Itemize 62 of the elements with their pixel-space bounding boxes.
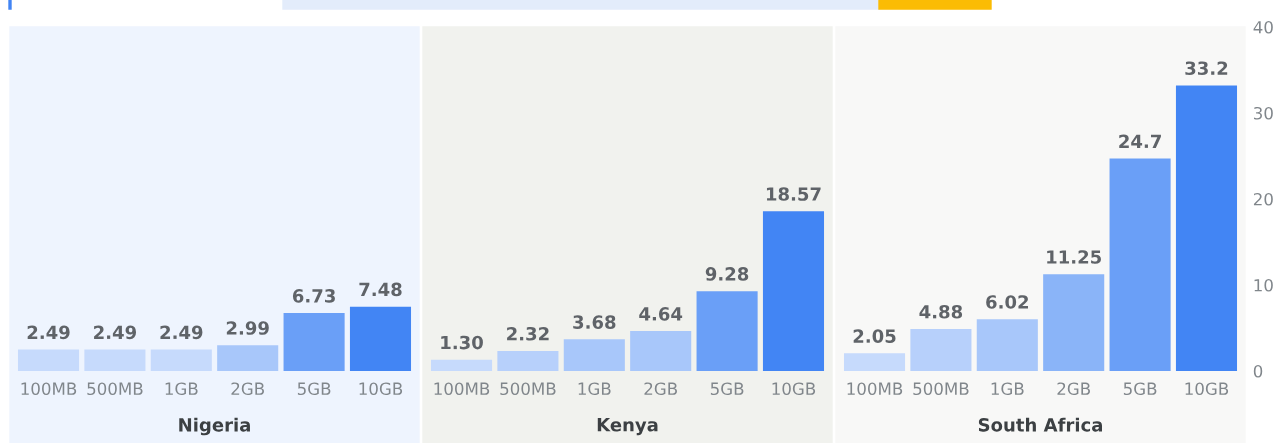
- x-tick-label: 1GB: [165, 382, 198, 396]
- bar: [150, 349, 212, 371]
- y-tick-label: 0: [1253, 364, 1263, 378]
- data-label: 4.64: [639, 307, 683, 321]
- data-label: 4.88: [919, 304, 963, 319]
- data-label: 2.05: [853, 329, 896, 343]
- x-tick-label: 500MB: [913, 382, 969, 396]
- x-axis-title: Kenya: [597, 418, 658, 436]
- bar: [563, 339, 625, 371]
- x-tick-label: 5GB: [297, 382, 331, 396]
- y-tick-label: 30: [1253, 106, 1273, 120]
- bar: [283, 313, 345, 371]
- x-tick-label: 2GB: [231, 382, 264, 396]
- x-tick-label: 100MB: [847, 382, 903, 396]
- x-tick-label: 5GB: [710, 382, 744, 396]
- data-label: 1.30: [441, 335, 483, 350]
- x-axis-title: Nigeria: [179, 417, 250, 436]
- data-label: 2.49: [27, 325, 70, 340]
- x-axis-title: South Africa: [978, 417, 1102, 432]
- bar: [497, 351, 559, 371]
- data-label: 7.48: [359, 282, 402, 297]
- data-label: 2.32: [507, 326, 549, 341]
- x-tick-label: 1GB: [578, 382, 611, 396]
- bar: [630, 331, 692, 371]
- data-label: 24.7: [1119, 134, 1161, 148]
- bar: [696, 291, 758, 371]
- x-tick-label: 500MB: [87, 382, 143, 396]
- y-tick-label: 10: [1254, 278, 1273, 292]
- y-tick-label: 40: [1253, 20, 1273, 34]
- data-label: 18.57: [766, 187, 821, 201]
- data-label: 11.25: [1047, 250, 1101, 264]
- x-tick-label: 2GB: [644, 382, 677, 396]
- data-label: 2.49: [94, 325, 137, 340]
- x-tick-label: 500MB: [500, 382, 556, 396]
- bar: [843, 353, 906, 371]
- bar: [17, 349, 80, 371]
- x-tick-label: 5GB: [1123, 382, 1157, 396]
- bar: [217, 345, 279, 371]
- data-label: 2.99: [226, 321, 269, 335]
- bar: [1175, 85, 1238, 371]
- bar: [349, 306, 412, 371]
- data-label: 9.28: [705, 267, 749, 281]
- data-label: 6.02: [986, 295, 1029, 309]
- x-tick-label: 10GB: [772, 382, 816, 396]
- data-label: 2.49: [160, 325, 203, 340]
- x-tick-label: 1GB: [991, 382, 1024, 396]
- data-label: 33.2: [1185, 61, 1228, 76]
- bar: [430, 359, 493, 371]
- x-tick-label: 100MB: [434, 382, 490, 396]
- bar: [976, 319, 1038, 371]
- y-tick-label: 20: [1253, 192, 1273, 206]
- data-label: 6.73: [292, 289, 335, 303]
- x-tick-label: 10GB: [359, 382, 403, 396]
- bar: [910, 329, 972, 371]
- data-label: 3.68: [573, 315, 616, 329]
- bar: [1109, 158, 1171, 371]
- x-tick-label: 10GB: [1185, 382, 1229, 396]
- bar: [84, 349, 146, 371]
- x-tick-label: 2GB: [1057, 382, 1090, 396]
- x-tick-label: 100MB: [21, 382, 77, 396]
- bar: [762, 211, 825, 371]
- bar: [1043, 274, 1105, 371]
